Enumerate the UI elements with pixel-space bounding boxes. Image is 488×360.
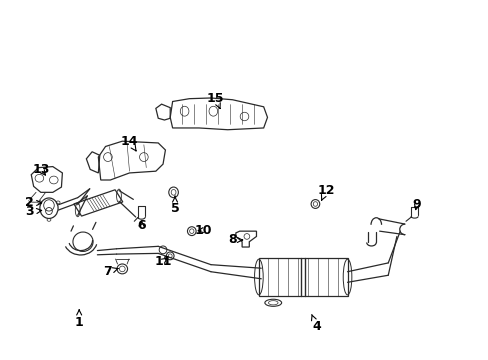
Text: 14: 14 bbox=[121, 135, 138, 151]
Text: 1: 1 bbox=[75, 310, 83, 329]
Text: 8: 8 bbox=[228, 234, 242, 247]
Text: 6: 6 bbox=[137, 219, 145, 232]
Text: 3: 3 bbox=[25, 205, 41, 218]
Text: 5: 5 bbox=[170, 196, 179, 215]
Text: 7: 7 bbox=[103, 265, 118, 278]
Text: 4: 4 bbox=[311, 315, 320, 333]
Text: 12: 12 bbox=[317, 184, 334, 200]
Text: 11: 11 bbox=[154, 255, 171, 267]
Text: 15: 15 bbox=[206, 93, 224, 108]
Text: 2: 2 bbox=[25, 197, 41, 210]
Text: 9: 9 bbox=[412, 198, 421, 211]
Text: 13: 13 bbox=[32, 163, 49, 176]
Text: 10: 10 bbox=[195, 224, 212, 237]
